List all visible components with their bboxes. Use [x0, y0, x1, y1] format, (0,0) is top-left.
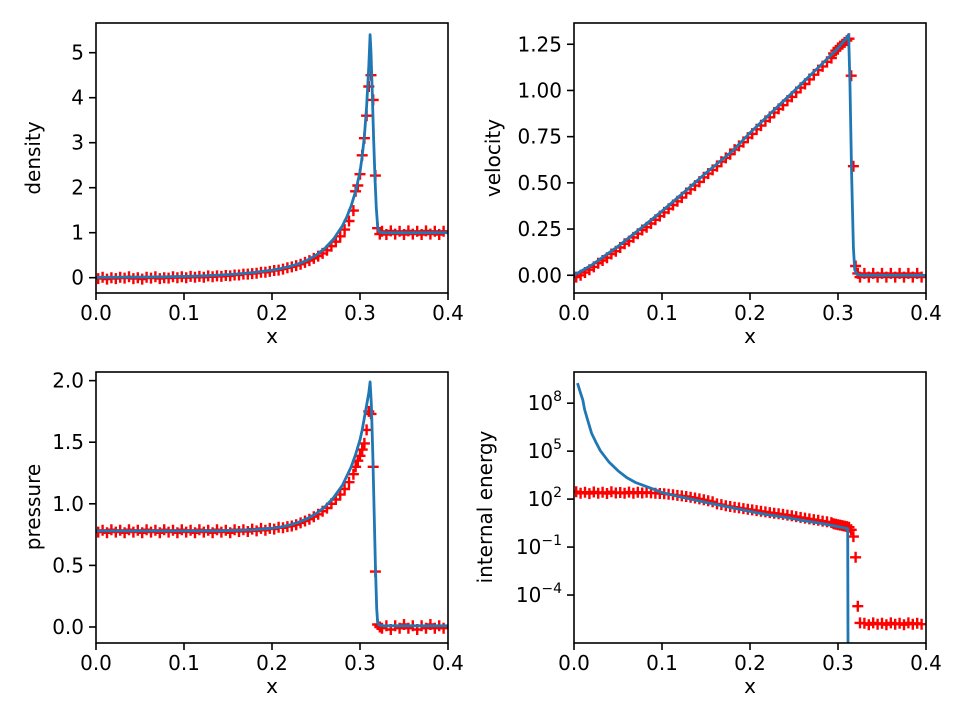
subplot-density: 0.0 0.1 0.2 0.3 0.4 0 1 2 3 4 5: [71, 22, 464, 325]
velocity-y-tick-label: 1.25: [517, 32, 562, 56]
ylabel-density: density: [21, 121, 45, 194]
velocity-y-tick-label: 0.25: [517, 217, 562, 241]
internal-energy-x-tick-label: 0.1: [646, 651, 678, 675]
velocity-x-tick-label: 0.2: [734, 301, 766, 325]
density-y-tick-label: 4: [71, 86, 84, 110]
velocity-y-tick-label: 0.00: [517, 263, 562, 287]
internal-energy-numerical-markers: [574, 486, 926, 631]
internal-energy-x-tick-label: 0.4: [910, 651, 942, 675]
velocity-x-tick-label: 0.3: [822, 301, 854, 325]
velocity-x-tick-label: 0.0: [558, 301, 590, 325]
pressure-y-tick-label: 1.5: [52, 430, 84, 454]
xlabel-pressure: x: [266, 674, 278, 698]
subplot-velocity: 0.0 0.1 0.2 0.3 0.4 0.00 0.25 0.50 0.75 1.00 1.25: [517, 22, 942, 325]
ylabel-velocity: velocity: [481, 119, 505, 197]
pressure-exact-solution-line: [96, 380, 448, 628]
ylabel-internal-energy: internal energy: [473, 430, 497, 583]
pressure-y-tick-label: 2.0: [52, 369, 84, 393]
density-x-tick-label: 0.2: [256, 301, 288, 325]
density-y-tick-label: 1: [71, 221, 84, 245]
pressure-x-tick-label: 0.2: [256, 651, 288, 675]
internal-energy-x-tick-label: 0.3: [822, 651, 854, 675]
density-exact-solution-line: [96, 33, 448, 279]
xlabel-velocity: x: [744, 324, 756, 348]
xlabel-internal-energy: x: [744, 674, 756, 698]
velocity-y-tick-label: 1.00: [517, 78, 562, 102]
pressure-y-tick-label: 0.5: [52, 553, 84, 577]
ylabel-pressure: pressure: [21, 464, 45, 550]
velocity-x-tick-label: 0.4: [910, 301, 942, 325]
pressure-y-tick-label: 1.0: [52, 492, 84, 516]
internal-energy-x-tick-label: 0.2: [734, 651, 766, 675]
xlabel-density: x: [266, 324, 278, 348]
velocity-exact-solution-line: [574, 33, 926, 277]
subplot-pressure: 0.0 0.1 0.2 0.3 0.4 0.0 0.5 1.0 1.5 2.0: [52, 369, 464, 675]
density-x-tick-label: 0.0: [80, 301, 112, 325]
density-y-tick-label: 3: [71, 131, 84, 155]
pressure-x-tick-label: 0.1: [168, 651, 200, 675]
internal-energy-x-tick-label: 0.0: [558, 651, 590, 675]
pressure-x-tick-label: 0.3: [344, 651, 376, 675]
pressure-x-tick-label: 0.4: [432, 651, 464, 675]
density-x-tick-label: 0.4: [432, 301, 464, 325]
density-x-tick-label: 0.3: [344, 301, 376, 325]
density-x-tick-label: 0.1: [168, 301, 200, 325]
density-y-tick-label: 2: [71, 176, 84, 200]
pressure-x-tick-label: 0.0: [80, 651, 112, 675]
density-y-tick-label: 5: [71, 41, 84, 65]
internal-energy-exact-solution-line: [576, 382, 850, 643]
pressure-y-tick-label: 0.0: [52, 615, 84, 639]
velocity-y-tick-label: 0.75: [517, 125, 562, 149]
velocity-x-tick-label: 0.1: [646, 301, 678, 325]
velocity-y-tick-label: 0.50: [517, 171, 562, 195]
density-y-tick-label: 0: [71, 266, 84, 290]
